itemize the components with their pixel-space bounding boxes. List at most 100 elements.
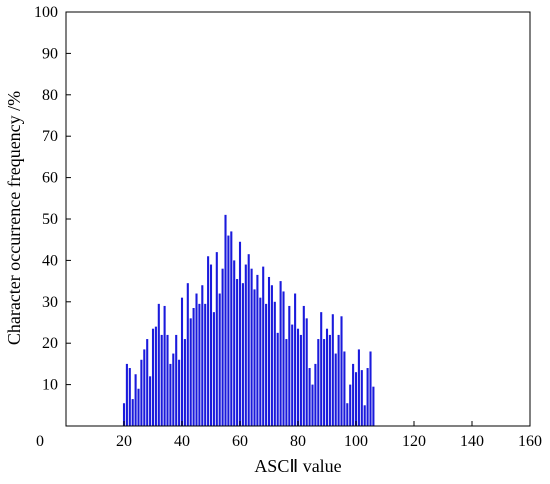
bar: [160, 334, 163, 426]
bar: [302, 305, 305, 426]
bar: [143, 349, 146, 426]
bar: [305, 318, 308, 426]
bar: [291, 324, 294, 426]
bar: [201, 285, 204, 426]
y-axis: 10 20 30 40 50 60 70 80 90 100: [34, 4, 71, 394]
bar: [125, 363, 128, 426]
bar: [151, 328, 155, 426]
x-tick-label: 160: [518, 433, 542, 450]
bar: [294, 293, 297, 426]
y-tick-label: 70: [42, 128, 58, 145]
bar: [247, 254, 250, 426]
y-tick-label: 30: [42, 294, 58, 311]
bar: [186, 283, 189, 426]
bar: [323, 339, 326, 426]
bar: [169, 363, 172, 426]
bar: [317, 339, 320, 426]
bar: [328, 334, 331, 426]
bar: [334, 353, 337, 426]
bar: [221, 268, 224, 426]
bar: [128, 368, 131, 426]
bar: [195, 293, 198, 426]
x-tick-label: 60: [232, 433, 248, 450]
x-tick-label: 0: [36, 433, 44, 450]
bar: [372, 386, 375, 426]
bar: [262, 266, 265, 426]
bar: [238, 241, 242, 426]
bar: [250, 268, 253, 426]
y-tick-label: 40: [42, 252, 58, 269]
bar: [140, 359, 143, 426]
bar: [352, 363, 355, 426]
bar: [224, 214, 227, 426]
bar: [308, 368, 311, 426]
bar: [369, 351, 372, 426]
bar: [337, 334, 340, 426]
bar: [233, 260, 236, 426]
bar: [227, 235, 230, 426]
y-tick-label: 10: [42, 377, 58, 394]
bar: [299, 334, 302, 426]
bar: [212, 312, 215, 426]
bar: [131, 399, 134, 426]
y-tick-label: 60: [42, 170, 58, 187]
bar: [137, 388, 140, 426]
x-axis-title: ASCⅡ value: [254, 456, 341, 476]
bar: [215, 252, 218, 426]
bar: [175, 334, 178, 426]
bar: [189, 318, 192, 426]
bar: [340, 316, 343, 426]
bar: [134, 374, 137, 426]
bar: [325, 328, 329, 426]
bar: [180, 297, 184, 426]
bar: [230, 231, 233, 426]
bars-group: [122, 214, 375, 426]
bar: [343, 351, 346, 426]
x-tick-label: 100: [344, 433, 368, 450]
bar: [157, 303, 160, 426]
y-tick-label: 80: [42, 87, 58, 104]
bar: [256, 274, 259, 426]
bar: [331, 314, 334, 426]
bar: [285, 339, 288, 426]
y-tick-label: 90: [42, 45, 58, 62]
bar: [288, 305, 291, 426]
bar: [357, 349, 360, 426]
bar: [154, 326, 157, 426]
bar: [192, 308, 195, 426]
bar: [276, 332, 279, 426]
bar: [149, 376, 152, 426]
bar: [279, 281, 282, 426]
bar: [163, 305, 166, 426]
bar: [259, 297, 262, 426]
bar: [314, 363, 317, 426]
bar: [209, 264, 213, 426]
bar: [253, 289, 256, 426]
x-tick-label: 120: [402, 433, 426, 450]
bar: [265, 303, 268, 426]
bar: [270, 285, 273, 426]
bar: [320, 312, 323, 426]
bar: [178, 359, 181, 426]
bar: [122, 403, 126, 426]
bar: [166, 334, 169, 426]
bar: [311, 384, 314, 426]
bar: [273, 301, 276, 426]
y-axis-title: Character occurrence frequency /%: [4, 91, 24, 345]
bar: [244, 264, 247, 426]
bar: [282, 291, 285, 426]
bar: [146, 339, 149, 426]
bar: [236, 279, 239, 426]
bar: [183, 339, 186, 426]
bar: [218, 293, 221, 426]
y-tick-label: 20: [42, 335, 58, 352]
bar: [207, 256, 210, 426]
bar: [363, 405, 366, 426]
x-tick-label: 80: [290, 433, 306, 450]
x-tick-label: 40: [174, 433, 190, 450]
bar: [346, 403, 349, 426]
bar: [241, 283, 244, 426]
x-axis: 0 20 40 60 80 100 120 140 160: [36, 421, 542, 450]
bar: [296, 328, 300, 426]
